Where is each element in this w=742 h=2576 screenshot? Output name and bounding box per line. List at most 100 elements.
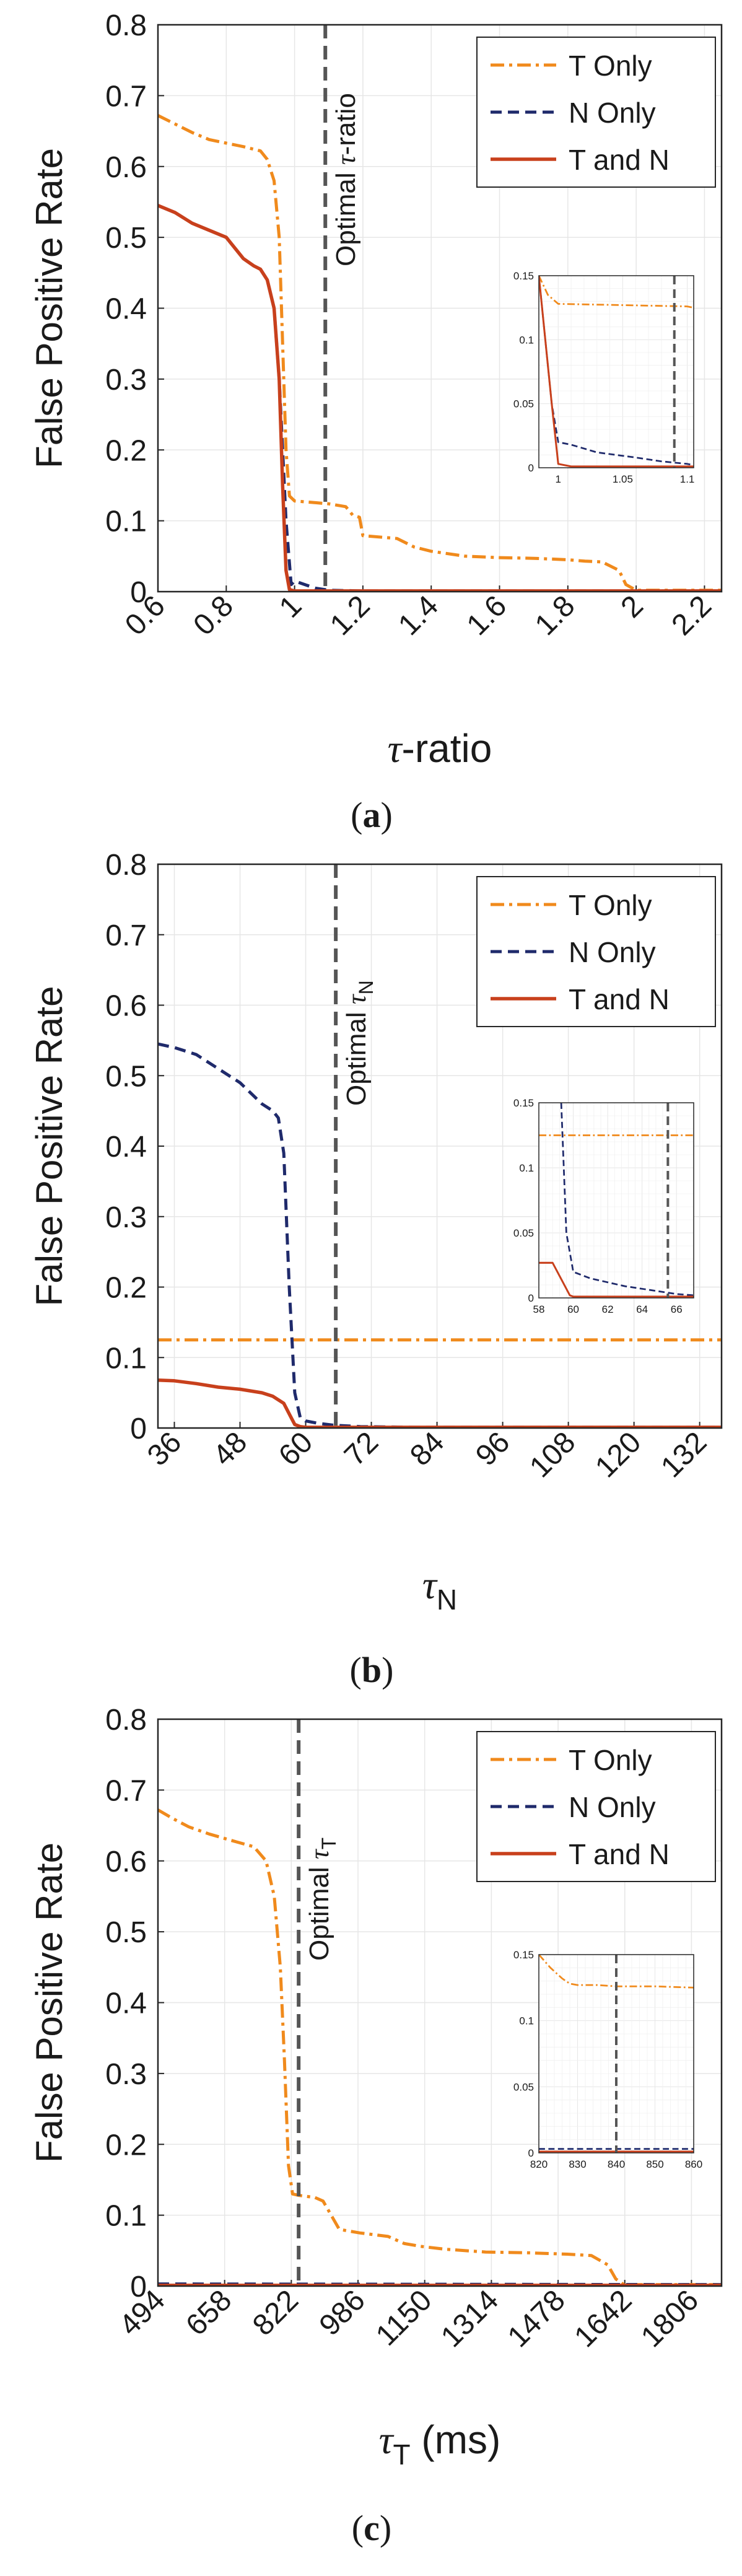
series-t-only [158,114,722,592]
inset-x-tick-label: 850 [646,2158,663,2170]
legend: T Only N Only T and N [476,1731,716,1882]
inset-y-tick-label: 0.05 [513,1227,534,1239]
series-group [158,1042,722,1428]
y-tick-label: 0.1 [105,2200,147,2233]
inset-x-tick-label: 58 [533,1303,545,1315]
x-tick-label: 96 [469,1426,516,1472]
x-tick-label: 1.8 [529,589,582,642]
x-tick-label: 0.8 [187,589,240,642]
x-tick-label: 36 [141,1426,188,1472]
axes-box [157,1718,723,2287]
x-tick-labels: 0.6 0.8 1 1.2 1.4 1.6 1.8 2 2.2 [119,585,718,642]
panel-label: (b) [350,1650,394,1690]
y-tick-label: 0.1 [105,506,147,538]
inset-series-t-only [539,276,694,309]
x-tick-label: 48 [207,1426,253,1472]
inset-chart: 0 0.05 0.1 0.15 1 1.05 1.1 [513,270,694,485]
y-tick-label: 0 [130,2271,147,2303]
y-tick-label: 0.7 [105,80,147,113]
y-tick-label: 0.2 [105,1272,147,1305]
x-tick-label: 1642 [569,2284,639,2354]
chart-panel-a: 0 0.1 0.2 0.3 0.4 0.5 0.6 0.7 0.8 0.6 0.8 1 1.2 1.4 1.… [28,9,723,835]
y-tick-label: 0.4 [105,1987,147,2020]
legend: T Only N Only T and N [476,876,716,1027]
x-tick-label: 986 [313,2284,372,2342]
series-t-and-n [158,204,722,592]
inset-series-n-only [539,276,694,467]
x-tick-label: 1.2 [324,589,377,642]
inset-x-tick-label: 830 [569,2158,586,2170]
x-tick-labels: 36 48 60 72 84 96 108 120 132 [141,1422,713,1484]
x-tick-label: 2.2 [666,589,718,642]
inset-chart: 0 0.05 0.1 0.15 58 60 62 64 66 [513,1097,694,1315]
legend-label-t-only: T Only [569,50,652,82]
inset-series-group [539,276,694,468]
y-tick-label: 0.1 [105,1342,147,1375]
x-axis-label: τT (ms) [379,2417,501,2471]
y-tick-label: 0.6 [105,990,147,1023]
inset-y-tick-label: 0.15 [513,1097,534,1109]
series-t-only [158,1808,722,2286]
y-tick-label: 0.4 [105,1131,147,1163]
inset-x-tick-label: 66 [671,1303,683,1315]
panel-label: (a) [351,795,393,835]
y-tick-label: 0.3 [105,364,147,396]
legend-label-n-only: N Only [569,936,656,968]
y-tick-label: 0.3 [105,2058,147,2091]
legend-label-t-and-n: T and N [569,1838,670,1870]
inset-x-tick-label: 860 [685,2158,702,2170]
x-tick-label: 1.6 [461,589,513,642]
x-tick-label: 494 [113,2284,172,2342]
y-axis-label: False Positive Rate [28,986,70,1307]
inset-y-tick-label: 0.05 [513,2081,534,2093]
y-tick-label: 0.6 [105,1846,147,1878]
inset-series-t-and-n [539,276,694,468]
y-tick-label: 0.7 [105,919,147,952]
series-group [158,114,722,592]
inset-axes-box [538,1954,694,2153]
y-tick-label: 0.6 [105,151,147,184]
inset-series-t-and-n [539,1261,694,1298]
inset-y-tick-label: 0 [528,2147,534,2159]
x-tick-label: 822 [247,2284,305,2342]
x-tick-label: 0.6 [119,589,172,642]
series-n-only [158,1042,722,1428]
series-t-and-n [158,1378,722,1428]
legend-label-n-only: N Only [569,1791,656,1823]
x-tick-label: 658 [180,2284,238,2342]
optimal-annotation: Optimal τN [341,980,377,1106]
legend-label-t-and-n: T and N [569,983,670,1015]
y-tick-label: 0.8 [105,9,147,42]
inset-x-tick-label: 62 [602,1303,614,1315]
inset-axes-box [538,1102,694,1299]
x-tick-label: 2 [615,589,650,624]
x-tick-label: 84 [404,1426,450,1472]
chart-panel-c: 0 0.1 0.2 0.3 0.4 0.5 0.6 0.7 0.8 494 658 822 986115… [28,1704,723,2548]
legend-label-t-only: T Only [569,889,652,921]
x-tick-label: 1150 [370,2284,438,2352]
x-tick-label: 120 [589,1426,647,1484]
y-tick-labels: 0 0.1 0.2 0.3 0.4 0.5 0.6 0.7 0.8 [105,1704,164,2303]
x-tick-label: 132 [655,1426,713,1484]
panel-label: (c) [352,2508,391,2548]
chart-panel-b: 0 0.1 0.2 0.3 0.4 0.5 0.6 0.7 0.8 36 48 60 72 84 96 108… [28,849,723,1690]
x-tick-label: 108 [523,1426,582,1484]
x-tick-label: 1.4 [392,589,445,642]
inset-x-tick-label: 64 [636,1303,648,1315]
inset-x-tick-label: 1.05 [613,473,633,485]
inset-chart: 0 0.05 0.1 0.15 820 830 840 850 860 [513,1949,702,2170]
x-tick-label: 1314 [435,2284,505,2354]
x-tick-label: 60 [273,1426,319,1472]
inset-plot-area [539,276,694,468]
axes-box [157,863,723,1429]
y-axis-label: False Positive Rate [28,1842,70,2163]
y-tick-label: 0 [130,576,147,609]
y-tick-label: 0.5 [105,1916,147,1949]
optimal-annotation: Optimal τT [304,1838,340,1961]
y-tick-labels: 0 0.1 0.2 0.3 0.4 0.5 0.6 0.7 0.8 [105,9,164,609]
optimal-annotation: Optimal τ-ratio [331,93,361,266]
x-tick-label: 1478 [502,2284,572,2354]
